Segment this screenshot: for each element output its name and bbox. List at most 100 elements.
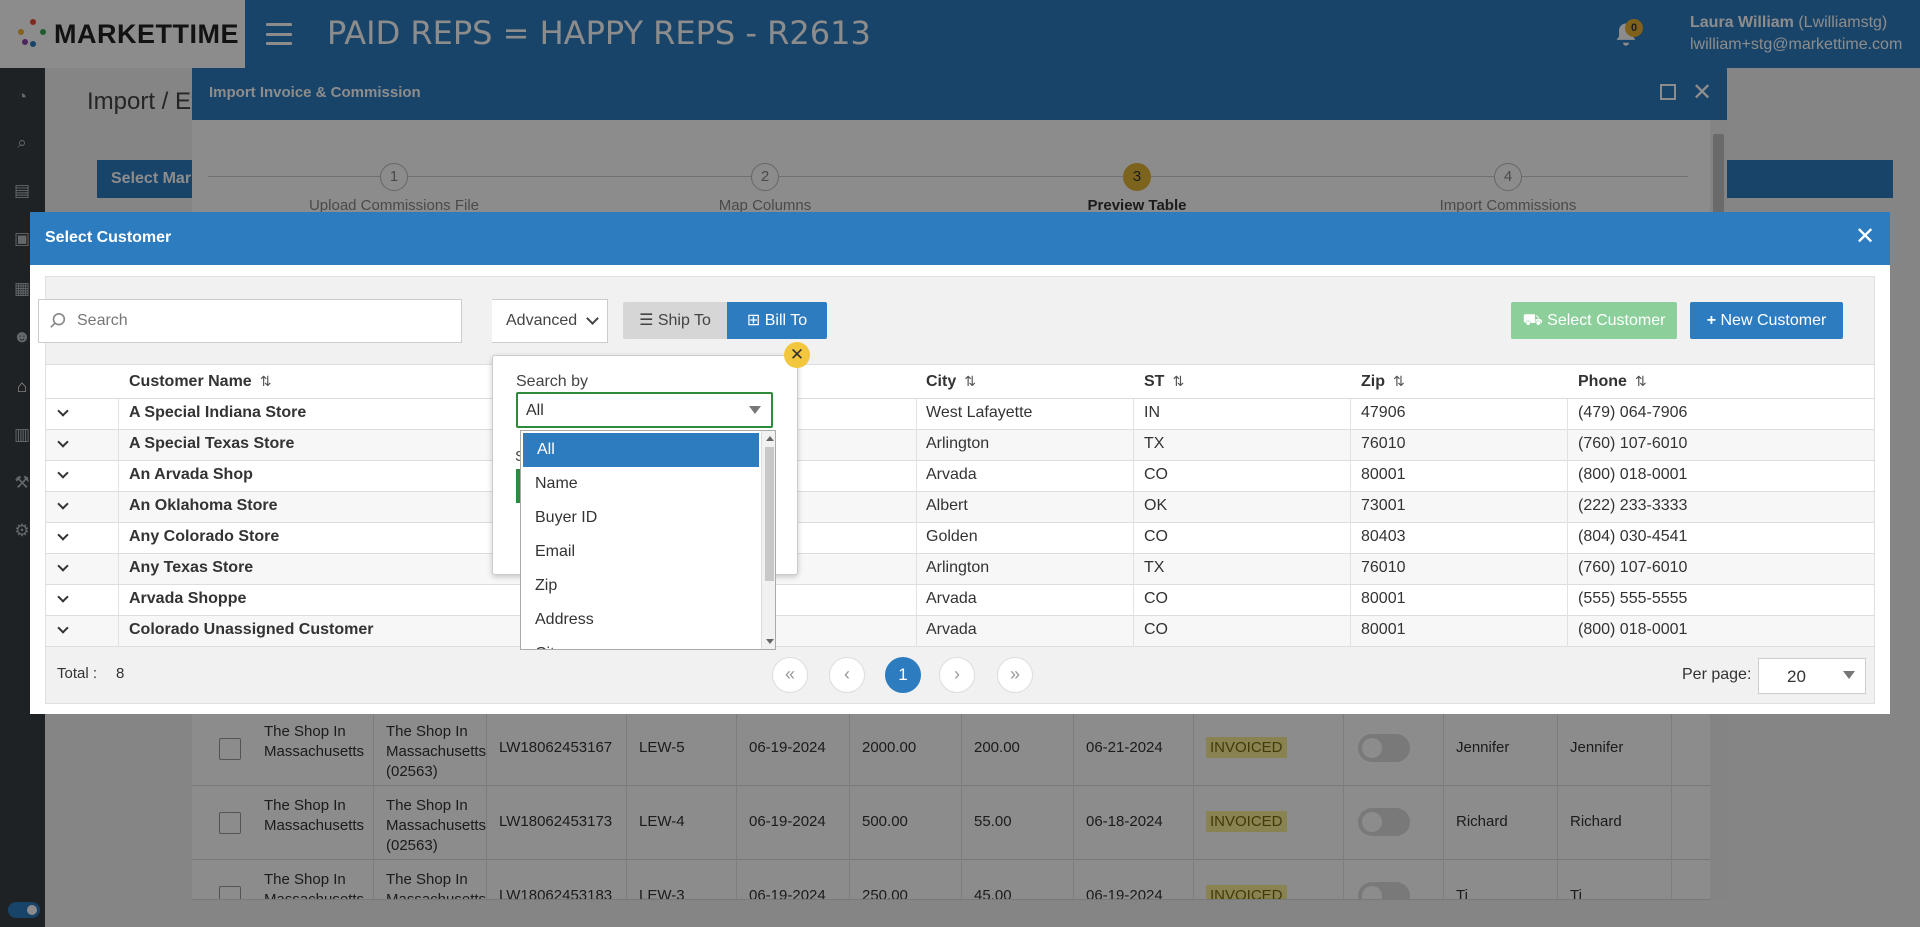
document-icon[interactable]: ▤ xyxy=(13,181,31,200)
step-number: 3 xyxy=(1123,163,1151,191)
scroll-down-arrow-icon[interactable] xyxy=(766,639,774,644)
step-preview-table[interactable]: 3 Preview Table xyxy=(987,163,1287,214)
column-divider xyxy=(1133,461,1134,492)
option-city[interactable]: City xyxy=(521,637,761,649)
option-all[interactable]: All xyxy=(523,433,759,467)
expand-row-chevron-icon[interactable] xyxy=(57,560,69,572)
table-row[interactable]: Any Texas Store Arlington TX 76010 (760) 107… xyxy=(46,554,1874,585)
advanced-search-button[interactable]: Advanced xyxy=(492,299,608,343)
maximize-icon[interactable] xyxy=(1660,84,1676,100)
new-customer-button[interactable]: + New Customer xyxy=(1690,302,1843,339)
cell-invoice: LW18062453183 xyxy=(487,860,627,899)
table-row[interactable]: A Special Texas Store Arlington TX 76010 (76… xyxy=(46,430,1874,461)
last-page-button[interactable]: » xyxy=(997,657,1033,693)
search-nav-icon[interactable]: ⌕ xyxy=(17,133,27,152)
search-by-select[interactable]: All xyxy=(516,392,773,428)
col-city[interactable]: City ⇅ xyxy=(926,373,976,391)
dashboard-icon[interactable]: ◔ xyxy=(16,87,28,106)
sort-icon[interactable]: ⇅ xyxy=(1634,373,1647,389)
col-phone[interactable]: Phone ⇅ xyxy=(1578,373,1647,391)
option-buyer-id[interactable]: Buyer ID xyxy=(535,509,598,526)
user-name[interactable]: Laura William (Lwilliamstg) xyxy=(1690,14,1887,32)
expand-row-chevron-icon[interactable] xyxy=(57,498,69,510)
import-close-icon[interactable]: ✕ xyxy=(1692,79,1713,106)
expand-row-chevron-icon[interactable] xyxy=(57,467,69,479)
import-modal-title: Import Invoice & Commission xyxy=(209,84,421,101)
table-row[interactable]: An Oklahoma Store Albert OK 73001 (222) 233-… xyxy=(46,492,1874,523)
column-divider xyxy=(916,585,917,616)
logo-mark-icon xyxy=(18,19,48,49)
column-divider xyxy=(916,430,917,461)
column-divider xyxy=(916,554,917,585)
row-checkbox[interactable] xyxy=(219,812,241,834)
col-customer-name[interactable]: Customer Name ⇅ xyxy=(129,373,271,391)
table-row[interactable]: A Special Indiana Store West Lafayette IN 4… xyxy=(46,399,1874,430)
menu-toggle-icon[interactable] xyxy=(266,23,292,45)
contact-card-icon[interactable]: ▣ xyxy=(13,229,31,248)
column-divider xyxy=(1350,616,1351,647)
row-toggle[interactable] xyxy=(1358,882,1410,899)
col-state[interactable]: ST ⇅ xyxy=(1144,373,1184,391)
option-zip[interactable]: Zip xyxy=(535,577,558,594)
table-row[interactable]: Arvada Shoppe Arvada CO 80001 (555) 555-5555 xyxy=(46,585,1874,616)
col-zip[interactable]: Zip ⇅ xyxy=(1361,373,1405,391)
table-row[interactable]: Colorado Unassigned Customer Arvada CO 8000… xyxy=(46,616,1874,647)
popover-close-icon[interactable]: ✕ xyxy=(784,342,810,368)
search-by-label: Search by xyxy=(516,373,589,390)
row-toggle[interactable] xyxy=(1358,808,1410,836)
chart-icon[interactable]: ▥ xyxy=(13,425,31,444)
step-import-commissions[interactable]: 4 Import Commissions xyxy=(1358,163,1658,214)
options-scrollbar[interactable] xyxy=(761,431,775,649)
cell-name: Any Colorado Store xyxy=(129,528,280,545)
cell-st: OK xyxy=(1144,497,1168,514)
expand-row-chevron-icon[interactable] xyxy=(57,436,69,448)
building-icon[interactable]: ▦ xyxy=(13,279,31,298)
expand-row-chevron-icon[interactable] xyxy=(57,529,69,541)
option-name[interactable]: Name xyxy=(535,475,578,492)
step-upload[interactable]: 1 Upload Commissions File xyxy=(244,163,544,214)
row-checkbox[interactable] xyxy=(219,738,241,760)
sort-icon[interactable]: ⇅ xyxy=(259,373,272,389)
sort-icon[interactable]: ⇅ xyxy=(964,373,976,389)
column-divider xyxy=(1350,430,1351,461)
wrench-icon[interactable]: ⚒ xyxy=(14,473,30,492)
cell-toggle xyxy=(1344,786,1444,860)
expand-row-chevron-icon[interactable] xyxy=(57,591,69,603)
bank-icon[interactable]: ⌂ xyxy=(16,377,28,396)
option-address[interactable]: Address xyxy=(535,611,594,628)
customer-modal-close-icon[interactable]: ✕ xyxy=(1855,223,1876,250)
sidebar-collapse-toggle[interactable] xyxy=(8,902,40,918)
expand-row-chevron-icon[interactable] xyxy=(57,405,69,417)
second-field-select[interactable] xyxy=(516,469,522,503)
current-page-button[interactable]: 1 xyxy=(885,657,921,693)
per-page-select[interactable]: 20 xyxy=(1758,658,1866,694)
col-customer-name-label: Customer Name xyxy=(129,373,252,390)
row-toggle[interactable] xyxy=(1358,734,1410,762)
sort-icon[interactable]: ⇅ xyxy=(1172,373,1185,389)
step-map-columns[interactable]: 2 Map Columns xyxy=(615,163,915,214)
advanced-label: Advanced xyxy=(506,312,578,329)
scroll-up-arrow-icon[interactable] xyxy=(766,436,774,441)
search-input[interactable] xyxy=(75,311,445,331)
sort-icon[interactable]: ⇅ xyxy=(1393,373,1405,389)
ship-to-button[interactable]: ☰ Ship To xyxy=(623,302,727,339)
option-email[interactable]: Email xyxy=(535,543,576,560)
expand-row-chevron-icon[interactable] xyxy=(57,622,69,634)
select-customer-button[interactable]: ⛟ Select Customer xyxy=(1511,302,1677,339)
customer-search-box[interactable] xyxy=(38,299,462,343)
cell-zip: 73001 xyxy=(1361,497,1406,514)
scroll-thumb[interactable] xyxy=(765,447,774,581)
cell-date: 06-19-2024 xyxy=(737,786,850,860)
logo[interactable]: MARKETTIME xyxy=(0,0,245,68)
row-checkbox[interactable] xyxy=(219,886,241,899)
bill-to-button[interactable]: ⊞ Bill To xyxy=(727,302,827,339)
prev-page-button[interactable]: ‹ xyxy=(829,657,865,693)
column-divider xyxy=(1133,585,1134,616)
table-row[interactable]: Any Colorado Store Golden CO 80403 (804) 030… xyxy=(46,523,1874,554)
next-page-button[interactable]: › xyxy=(939,657,975,693)
scroll-thumb[interactable] xyxy=(1713,134,1724,224)
table-row[interactable]: An Arvada Shop Arvada CO 80001 (800) 018-000… xyxy=(46,461,1874,492)
first-page-button[interactable]: « xyxy=(772,657,808,693)
users-icon[interactable]: ☻ xyxy=(13,327,31,346)
settings-gear-icon[interactable]: ⚙ xyxy=(14,521,30,540)
